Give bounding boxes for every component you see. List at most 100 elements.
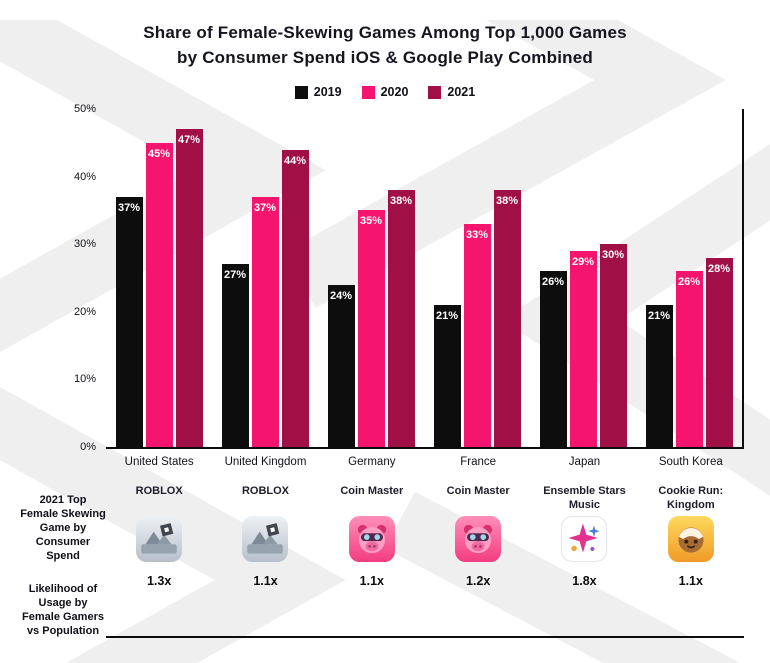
legend-item-2020: 2020 (361, 85, 409, 99)
multiplier-value: 1.1x (359, 574, 384, 588)
legend-swatch-2021 (428, 85, 442, 99)
y-tick-label: 50% (73, 103, 96, 115)
y-tick-label: 30% (73, 238, 96, 251)
bar-2021: 30% (599, 244, 627, 447)
bar-2020: 37% (251, 196, 279, 447)
game-cell: ROBLOX (212, 484, 318, 562)
x-axis-label: Germany (348, 456, 396, 468)
game-cell: Cookie Run: Kingdom (638, 484, 744, 562)
legend-swatch-2020 (361, 85, 375, 99)
bar-2019: 24% (327, 284, 355, 447)
bar-2020: 35% (357, 210, 385, 447)
legend-label-2020: 2020 (380, 85, 409, 99)
bar-value-label: 28% (707, 262, 731, 275)
ensemble-stars-icon (561, 516, 608, 562)
bar-value-label: 38% (495, 195, 519, 208)
bar-value-label: 21% (647, 310, 671, 323)
bar-value-label: 35% (359, 215, 383, 228)
game-cell: Ensemble Stars Music (531, 484, 637, 562)
bar-value-label: 37% (117, 201, 141, 214)
legend: 2019 2020 2021 (0, 85, 770, 99)
chart-title-line1: Share of Female-Skewing Games Among Top … (143, 23, 627, 42)
bar-value-label: 24% (329, 289, 353, 302)
y-tick-label: 0% (80, 441, 96, 453)
bar-group: 37% 45% 47% (106, 109, 212, 447)
legend-swatch-2019 (294, 85, 308, 99)
y-axis: 0% 10% 20% 30% 40% 50% (20, 103, 106, 453)
bar-chart: 0% 10% 20% 30% 40% 50% 37% 45% 47% 27% 37% 44% 24% 3… (20, 103, 744, 453)
x-axis-label: France (460, 456, 497, 468)
bar-group: 26% 29% 30% (530, 109, 636, 447)
game-cell: Coin Master (425, 484, 531, 562)
bar-2020: 26% (675, 271, 703, 447)
bar-2021: 38% (387, 190, 415, 447)
game-cell: ROBLOX (106, 484, 212, 562)
game-name: Coin Master (340, 485, 404, 497)
roblox-icon (136, 516, 183, 562)
coin-master-icon (348, 516, 395, 562)
x-axis-label: United States (124, 456, 194, 468)
game-name: Coin Master (446, 485, 510, 497)
bar-2019: 27% (221, 264, 249, 447)
x-axis-labels: United States United Kingdom Germany France… (106, 456, 744, 468)
multiplier-value: 1.2x (465, 574, 491, 588)
legend-item-2021: 2021 (428, 85, 475, 99)
bar-value-label: 27% (223, 269, 247, 282)
bar-value-label: 38% (389, 195, 413, 208)
bar-value-label: 30% (601, 249, 625, 262)
y-tick-label: 10% (73, 373, 96, 386)
bar-2021: 28% (705, 257, 733, 447)
bar-2021: 47% (175, 129, 203, 447)
roblox-icon (242, 516, 289, 562)
bar-2020: 29% (569, 250, 597, 447)
bar-2019: 21% (645, 305, 673, 447)
summary-table: 2021 Top Female Skewing Game by Consumer… (20, 484, 744, 638)
x-axis-label: Japan (568, 456, 601, 468)
bar-value-label: 26% (541, 276, 565, 289)
bar-group: 24% 35% 38% (318, 109, 424, 447)
legend-label-2019: 2019 (313, 85, 342, 99)
game-name: ROBLOX (135, 485, 183, 497)
multiplier-value: 1.3x (146, 574, 172, 588)
bar-value-label: 44% (283, 154, 307, 167)
bar-value-label: 45% (147, 147, 171, 160)
table-columns: ROBLOX ROBLOX Coin Master Coin Master Ensemb… (106, 484, 744, 638)
bar-2021: 38% (493, 190, 521, 447)
chart-title-line2: by Consumer Spend iOS & Google Play Comb… (177, 48, 593, 67)
legend-item-2019: 2019 (294, 85, 342, 99)
bar-group: 21% 33% 38% (424, 109, 530, 447)
bar-value-label: 29% (571, 255, 595, 268)
bar-2019: 37% (115, 196, 143, 447)
table-row2-label: Likelihood of Usage by Female Gamers vs … (22, 583, 104, 637)
y-tick-label: 20% (73, 305, 96, 318)
table-row-labels: 2021 Top Female Skewing Game by Consumer… (20, 484, 106, 638)
bar-value-label: 47% (177, 134, 201, 147)
cookie-run-kingdom-icon (667, 516, 714, 562)
bar-group: 21% 26% 28% (636, 109, 742, 447)
game-name: Cookie Run: Kingdom (658, 485, 724, 511)
game-name: ROBLOX (241, 485, 290, 497)
table-row1-label: 2021 Top Female Skewing Game by Consumer… (20, 494, 106, 562)
multiplier-value: 1.1x (253, 574, 278, 588)
bar-2021: 44% (281, 149, 309, 447)
bar-value-label: 26% (677, 276, 701, 289)
legend-label-2021: 2021 (447, 85, 476, 99)
x-axis-label: United Kingdom (224, 456, 307, 468)
bar-2019: 21% (433, 305, 461, 447)
coin-master-icon (455, 516, 502, 562)
x-axis-label: South Korea (658, 456, 723, 468)
bar-group: 27% 37% 44% (212, 109, 318, 447)
multiplier-value: 1.8x (572, 574, 597, 588)
plot-area: 37% 45% 47% 27% 37% 44% 24% 35% 38% 21% 33% 38% 26% 2… (106, 109, 744, 449)
chart-title: Share of Female-Skewing Games Among Top … (0, 20, 770, 70)
multiplier-value: 1.1x (678, 574, 703, 588)
y-tick-label: 40% (73, 170, 96, 183)
game-name: Ensemble Stars Music (543, 485, 626, 511)
multipliers-row: 1.3x 1.1x 1.1x 1.2x 1.8x 1.1x (106, 574, 744, 588)
bar-2020: 45% (145, 142, 173, 447)
bar-2020: 33% (463, 223, 491, 447)
bar-value-label: 21% (435, 310, 459, 323)
game-cell: Coin Master (319, 484, 425, 562)
games-row: ROBLOX ROBLOX Coin Master Coin Master Ensemb… (106, 484, 744, 562)
bar-2019: 26% (539, 271, 567, 447)
